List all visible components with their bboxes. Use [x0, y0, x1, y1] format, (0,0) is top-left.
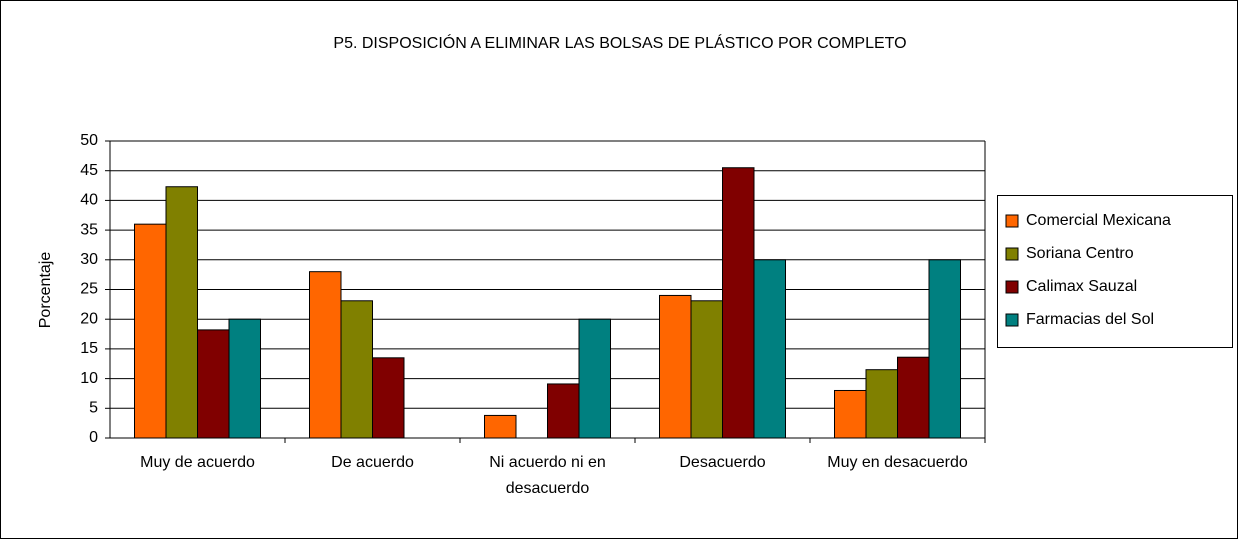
y-tick-label: 20 [80, 310, 98, 327]
bar [197, 329, 230, 439]
y-tick-label: 5 [89, 400, 98, 417]
bar [340, 300, 373, 439]
x-tick-label: Muy en desacuerdo [827, 454, 968, 471]
y-tick-label: 45 [80, 162, 98, 179]
y-tick-label: 25 [80, 281, 98, 298]
bar [309, 271, 342, 439]
bar [834, 389, 867, 439]
x-tick-label: De acuerdo [331, 454, 414, 471]
bar [484, 414, 517, 439]
y-tick-label: 35 [80, 221, 98, 238]
bar [165, 186, 198, 439]
y-tick-label: 10 [80, 370, 98, 387]
legend-swatch [1005, 280, 1019, 294]
y-tick-label: 15 [80, 340, 98, 357]
chart-title: P5. DISPOSICIÓN A ELIMINAR LAS BOLSAS DE… [333, 33, 906, 52]
bar [372, 357, 405, 439]
y-tick-label: 0 [89, 429, 98, 446]
bar [753, 259, 786, 439]
legend-label: Comercial Mexicana [1026, 212, 1171, 229]
bar [134, 223, 167, 439]
legend-label: Farmacias del Sol [1026, 311, 1154, 328]
bar [865, 369, 898, 439]
bar [928, 259, 961, 439]
legend-swatch [1005, 313, 1019, 327]
y-axis-label: Porcentaje [37, 252, 54, 329]
bar [578, 318, 611, 439]
legend-swatch [1005, 214, 1019, 228]
x-tick-label: Desacuerdo [679, 454, 766, 471]
bar [690, 300, 723, 439]
bar [659, 294, 692, 439]
bar [547, 383, 580, 439]
x-tick-label: Ni acuerdo ni en desacuerdo [489, 454, 606, 497]
y-tick-label: 40 [80, 192, 98, 209]
y-tick-label: 30 [80, 251, 98, 268]
y-tick-label: 50 [80, 132, 98, 149]
bar [722, 167, 755, 439]
x-tick-label: Muy de acuerdo [140, 454, 255, 471]
legend-box [997, 195, 1233, 348]
bar [228, 318, 261, 439]
legend-swatch [1005, 247, 1019, 261]
bar [897, 356, 930, 439]
legend-label: Soriana Centro [1026, 245, 1134, 262]
legend-label: Calimax Sauzal [1026, 278, 1137, 295]
